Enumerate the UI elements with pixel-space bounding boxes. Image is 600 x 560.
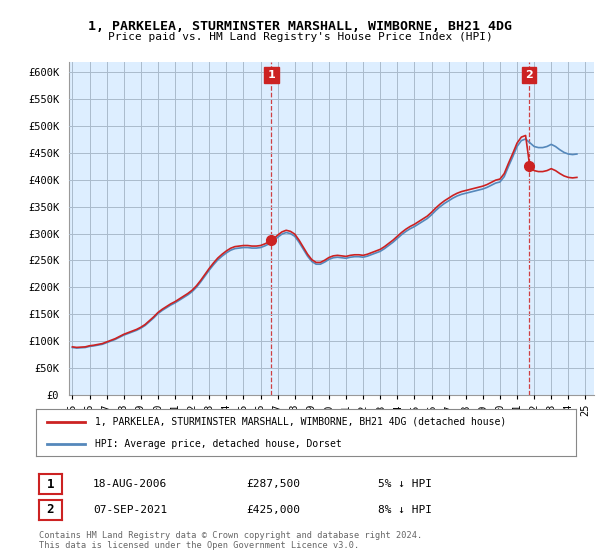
Text: 1, PARKELEA, STURMINSTER MARSHALL, WIMBORNE, BH21 4DG (detached house): 1, PARKELEA, STURMINSTER MARSHALL, WIMBO… [95, 417, 506, 427]
Text: 2: 2 [525, 70, 533, 80]
Text: £287,500: £287,500 [246, 479, 300, 489]
Text: 1: 1 [47, 478, 54, 491]
Text: 07-SEP-2021: 07-SEP-2021 [93, 505, 167, 515]
Text: Contains HM Land Registry data © Crown copyright and database right 2024.: Contains HM Land Registry data © Crown c… [39, 531, 422, 540]
Text: 8% ↓ HPI: 8% ↓ HPI [378, 505, 432, 515]
Text: Price paid vs. HM Land Registry's House Price Index (HPI): Price paid vs. HM Land Registry's House … [107, 32, 493, 42]
Text: 1: 1 [268, 70, 275, 80]
Text: HPI: Average price, detached house, Dorset: HPI: Average price, detached house, Dors… [95, 438, 342, 449]
Text: £425,000: £425,000 [246, 505, 300, 515]
Text: 2: 2 [47, 503, 54, 516]
Text: 18-AUG-2006: 18-AUG-2006 [93, 479, 167, 489]
Text: This data is licensed under the Open Government Licence v3.0.: This data is licensed under the Open Gov… [39, 541, 359, 550]
Text: 5% ↓ HPI: 5% ↓ HPI [378, 479, 432, 489]
Text: 1, PARKELEA, STURMINSTER MARSHALL, WIMBORNE, BH21 4DG: 1, PARKELEA, STURMINSTER MARSHALL, WIMBO… [88, 20, 512, 32]
